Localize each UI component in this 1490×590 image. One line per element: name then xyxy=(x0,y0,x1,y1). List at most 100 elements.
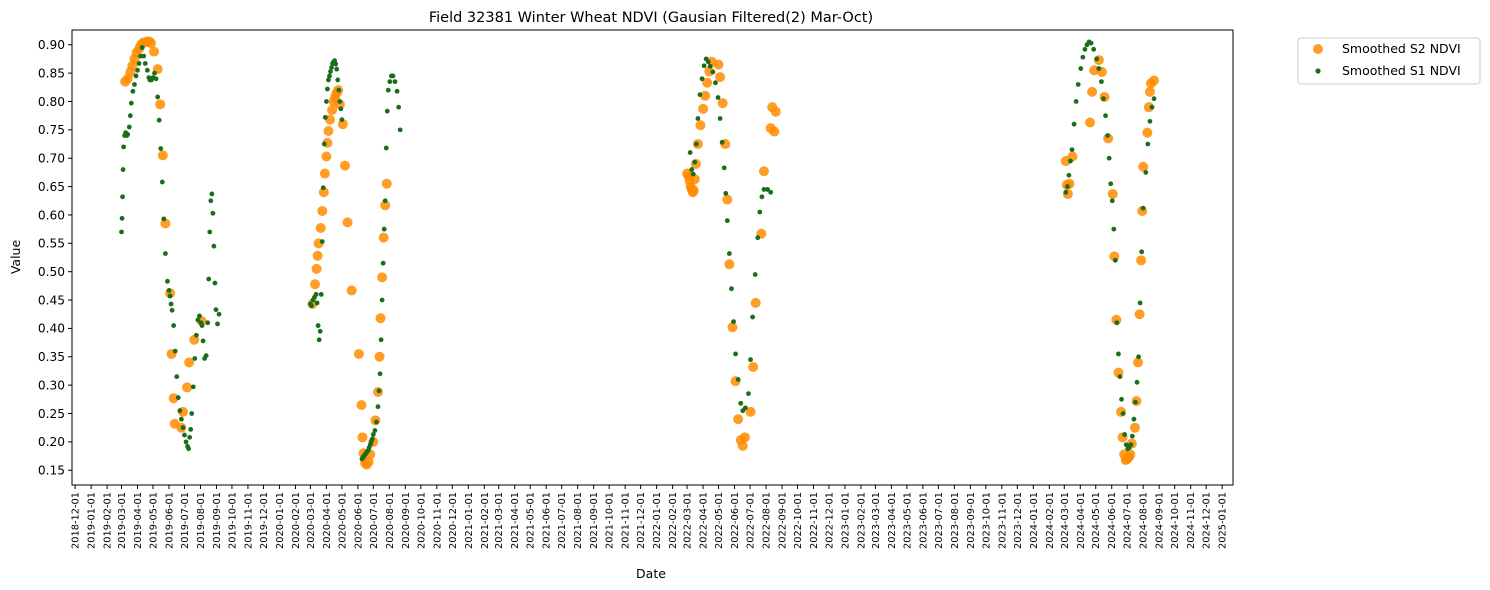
s2-point xyxy=(695,120,706,131)
s1-point xyxy=(375,404,381,410)
s1-point xyxy=(166,288,172,293)
s2-point xyxy=(1129,422,1140,433)
x-tick-label: 2020-05-01 xyxy=(337,492,348,549)
x-tick-label: 2023-07-01 xyxy=(934,492,945,549)
s1-point xyxy=(765,187,770,192)
s2-point xyxy=(315,222,326,233)
s1-point xyxy=(1103,113,1108,119)
x-tick-label: 2019-10-01 xyxy=(227,492,238,549)
x-tick-label: 2023-03-01 xyxy=(871,492,882,549)
x-tick-label: 2019-12-01 xyxy=(259,492,270,549)
x-tick-label: 2024-06-01 xyxy=(1107,492,1118,549)
s1-point xyxy=(742,405,748,411)
s2-point xyxy=(184,357,195,368)
s1-point xyxy=(1078,66,1084,71)
s1-point xyxy=(1108,181,1114,187)
s2-point xyxy=(748,361,759,372)
x-tick-label: 2022-03-01 xyxy=(683,492,694,549)
s1-point xyxy=(142,61,148,66)
x-tick-label: 2024-12-01 xyxy=(1202,492,1213,549)
s1-point xyxy=(190,384,196,390)
s1-point xyxy=(318,291,324,297)
s2-point xyxy=(1142,127,1153,138)
x-axis: 2018-12-01 2019-01-01 2019-02-01 2019-03-01… xyxy=(71,485,1229,549)
x-tick-label: 2019-04-01 xyxy=(133,492,144,549)
s1-point xyxy=(387,79,393,85)
s2-point xyxy=(702,77,713,88)
s2-point xyxy=(727,322,738,333)
s1-point xyxy=(334,66,340,72)
s2-point xyxy=(1125,449,1136,460)
s2-point xyxy=(319,168,330,179)
s1-point xyxy=(1134,379,1140,385)
x-tick-label: 2022-05-01 xyxy=(714,492,725,549)
s1-point xyxy=(1140,205,1146,211)
s1-point xyxy=(1143,170,1149,175)
s1-point xyxy=(159,179,165,185)
s1-point xyxy=(213,307,219,313)
legend-frame xyxy=(1297,37,1481,85)
s1-point xyxy=(325,86,330,92)
s1-point xyxy=(693,141,699,147)
s2-point xyxy=(321,151,332,162)
s1-point xyxy=(197,313,202,319)
s2-point xyxy=(1143,102,1154,113)
s1-point xyxy=(1091,46,1097,52)
s1-point xyxy=(1151,96,1157,102)
s1-point xyxy=(374,419,379,425)
s1-point xyxy=(687,150,693,155)
s1-point xyxy=(314,300,320,306)
s1-point xyxy=(329,65,334,70)
s1-point xyxy=(390,73,396,79)
s1-point xyxy=(126,124,132,130)
x-tick-label: 2019-09-01 xyxy=(212,492,223,549)
s2-point xyxy=(155,99,166,110)
s1-point xyxy=(144,67,150,73)
s1-point xyxy=(1137,300,1143,306)
s1-point xyxy=(333,61,339,67)
s1-point xyxy=(205,320,211,326)
y-tick-label: 0.85 xyxy=(38,66,65,80)
y-tick-label: 0.65 xyxy=(38,180,65,194)
x-tick-label: 2022-06-01 xyxy=(730,492,741,549)
s1-point xyxy=(155,94,161,100)
s1-point xyxy=(731,319,736,325)
x-tick-label: 2024-11-01 xyxy=(1186,492,1197,549)
s1-point xyxy=(182,432,187,438)
s2-point xyxy=(317,205,328,216)
x-tick-label: 2021-10-01 xyxy=(605,492,616,549)
s1-point xyxy=(189,411,195,416)
s1-point xyxy=(384,108,390,114)
s2-point xyxy=(724,259,735,270)
s1-point xyxy=(1106,155,1112,161)
x-tick-label: 2019-06-01 xyxy=(165,492,176,549)
s1-point xyxy=(167,293,173,299)
y-axis-label: Value xyxy=(8,240,23,275)
x-tick-label: 2024-01-01 xyxy=(1029,492,1040,549)
s1-point xyxy=(710,69,716,75)
s1-point xyxy=(174,374,180,380)
x-tick-label: 2019-08-01 xyxy=(196,492,207,549)
x-tick-label: 2023-05-01 xyxy=(902,492,913,549)
y-tick-label: 0.90 xyxy=(38,38,65,52)
s1-point xyxy=(1071,121,1077,127)
s1-point xyxy=(372,428,378,433)
s1-point xyxy=(215,321,220,327)
s1-point xyxy=(690,171,696,177)
y-tick-label: 0.50 xyxy=(38,265,65,279)
s1-point xyxy=(309,303,314,309)
s1-point xyxy=(1145,141,1151,147)
s1-point xyxy=(315,323,321,328)
s1-point xyxy=(320,185,326,191)
x-tick-label: 2024-08-01 xyxy=(1139,492,1150,549)
s1-point xyxy=(370,432,376,437)
s2-point xyxy=(182,382,193,393)
s2-point xyxy=(1149,75,1160,86)
s2-point xyxy=(318,187,329,198)
x-tick-label: 2021-07-01 xyxy=(557,492,568,549)
y-axis: 0.15 0.20 0.25 0.30 0.35 0.40 0.45 0.50 0.55 0.60… xyxy=(38,38,72,478)
legend: Smoothed S2 NDVI Smoothed S1 NDVI xyxy=(1297,37,1481,85)
s1-point xyxy=(1131,416,1137,422)
s1-point xyxy=(313,291,319,297)
x-tick-label: 2025-01-01 xyxy=(1218,492,1229,549)
